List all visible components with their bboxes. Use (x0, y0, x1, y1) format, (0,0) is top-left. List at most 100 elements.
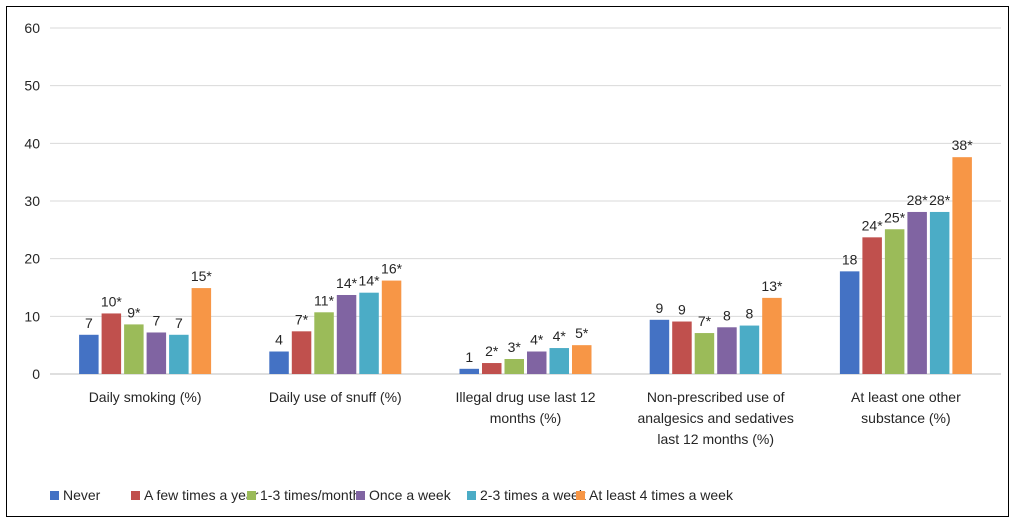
data-label: 4* (553, 328, 567, 344)
data-label: 9 (656, 300, 664, 316)
data-label: 4 (275, 332, 283, 348)
legend-label: 1-3 times/month (260, 487, 360, 503)
y-tick-label: 20 (24, 251, 40, 267)
bar (762, 297, 782, 374)
x-category-label: Illegal drug use last 12 months (%) (455, 389, 595, 426)
x-category-line: substance (%) (861, 410, 950, 426)
data-label: 14* (336, 275, 358, 291)
data-label: 28* (907, 192, 929, 208)
x-category-line: last 12 months (%) (657, 431, 774, 447)
legend-swatch (576, 491, 585, 500)
bar (146, 332, 167, 374)
legend-swatch (50, 491, 59, 500)
legend-label: Never (63, 487, 101, 503)
x-category-line: Daily smoking (%) (89, 389, 202, 405)
bar (269, 351, 289, 374)
x-category-label: Daily use of snuff (%) (269, 389, 402, 405)
x-category-label: Non-prescribed use of analgesics and seda… (637, 389, 793, 447)
data-label: 7 (152, 312, 160, 328)
data-label: 13* (761, 278, 783, 294)
x-category-label: At least one other substance (%) (851, 389, 961, 426)
legend: Never A few times a year 1-3 times/month On… (50, 487, 734, 503)
data-label: 38* (952, 137, 974, 153)
legend-label: Once a week (369, 487, 452, 503)
data-label: 7 (85, 315, 93, 331)
bar (504, 359, 524, 374)
bar (717, 327, 737, 374)
y-tick-label: 40 (24, 135, 40, 151)
bar (459, 368, 479, 374)
bar (549, 348, 569, 374)
bar (124, 324, 144, 374)
data-label: 8 (723, 307, 731, 323)
bar (672, 321, 692, 374)
bar (649, 319, 670, 374)
x-category-line: At least one other (851, 389, 961, 405)
bar (169, 334, 189, 374)
data-label: 16* (381, 261, 403, 277)
data-label: 7* (698, 313, 712, 329)
data-label: 28* (929, 192, 951, 208)
y-tick-label: 10 (24, 308, 40, 324)
data-label: 7* (295, 311, 309, 327)
data-label: 8 (746, 306, 754, 322)
data-label: 9 (678, 302, 686, 318)
data-label: 25* (884, 209, 906, 225)
bar (952, 157, 972, 374)
bar (79, 334, 99, 374)
data-label: 2* (485, 343, 499, 359)
bar (739, 325, 760, 374)
data-label: 15* (191, 268, 213, 284)
y-tick-label: 30 (24, 193, 40, 209)
data-labels: 710*9*7 715*47*11*14* 14*16*1 2* 3* 4* 4* 5*9 97… (85, 137, 973, 365)
y-tick-label: 50 (24, 78, 40, 94)
data-label: 24* (862, 217, 884, 233)
y-axis-ticks: 0 10 20 30 40 50 60 (24, 20, 40, 382)
legend-label: At least 4 times a week (589, 487, 734, 503)
data-label: 9* (127, 304, 141, 320)
legend-label: 2-3 times a week (480, 487, 587, 503)
data-label: 4* (530, 332, 544, 348)
data-label: 5* (575, 325, 589, 341)
bar (101, 313, 122, 374)
legend-label: A few times a year (144, 487, 259, 503)
x-category-line: Illegal drug use last 12 (455, 389, 595, 405)
x-category-line: Daily use of snuff (%) (269, 389, 402, 405)
y-tick-label: 0 (32, 366, 40, 382)
legend-swatch (467, 491, 476, 500)
bar (694, 333, 715, 374)
bar (907, 211, 927, 374)
data-label: 1 (465, 349, 473, 365)
bar (359, 292, 379, 374)
legend-swatch (356, 491, 365, 500)
data-label: 14* (359, 273, 381, 289)
x-category-line: months (%) (490, 410, 562, 426)
bar (191, 288, 212, 374)
x-axis-categories: Daily smoking (%) Daily use of snuff (%) I… (89, 389, 961, 447)
x-category-line: Non-prescribed use of (647, 389, 785, 405)
bars (79, 157, 972, 374)
bar (929, 211, 950, 374)
bar (527, 351, 547, 374)
bar (336, 294, 357, 374)
data-label: 10* (101, 293, 123, 309)
legend-swatch (247, 491, 256, 500)
data-label: 11* (314, 292, 335, 308)
bar (572, 345, 592, 374)
chart-frame (6, 6, 1009, 517)
x-category-line: analgesics and sedatives (637, 410, 793, 426)
data-label: 3* (508, 339, 522, 355)
bar (291, 331, 312, 374)
data-label: 7 (175, 315, 183, 331)
bar (381, 280, 402, 374)
y-tick-label: 60 (24, 20, 40, 36)
data-label: 18 (842, 251, 858, 267)
bar (839, 271, 860, 374)
bar (314, 312, 334, 374)
bar (482, 363, 502, 374)
legend-swatch (131, 491, 140, 500)
bar (862, 237, 882, 374)
x-category-label: Daily smoking (%) (89, 389, 202, 405)
bar (884, 229, 905, 374)
